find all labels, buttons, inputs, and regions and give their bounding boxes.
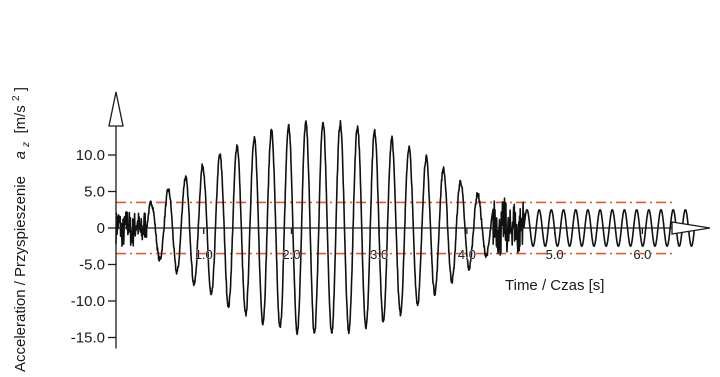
y-axis-title-unit-close: ] — [12, 87, 29, 91]
y-axis-arrow — [108, 91, 124, 127]
y-axis-title-unit-open: [m/s — [12, 105, 29, 138]
x-ticks: 1.0 2.0 3.0 4.0 5.0 6.0 — [194, 228, 652, 262]
x-tick-label: 2.0 — [282, 247, 300, 262]
y-axis-title: Acceleration / Przyspieszenie a z [m/s 2… — [6, 87, 33, 372]
x-axis-arrow — [671, 221, 711, 235]
y-tick-label: -15.0 — [71, 330, 105, 347]
x-tick-label: 3.0 — [370, 247, 388, 262]
y-tick-label: -5.0 — [79, 257, 105, 274]
y-axis-title-gap — [12, 164, 29, 172]
y-tick-label: -10.0 — [71, 293, 105, 310]
x-tick-label: 1.0 — [195, 247, 213, 262]
x-axis-title: Time / Czas [s] — [505, 277, 604, 294]
x-tick-label: 4.0 — [458, 247, 476, 262]
y-tick-label: 10.0 — [76, 147, 105, 164]
x-tick-label: 6.0 — [633, 247, 651, 262]
series-line — [115, 119, 696, 336]
y-tick-label: 5.0 — [84, 184, 105, 201]
y-axis-title-subscript: z — [21, 142, 32, 148]
x-tick-label: 5.0 — [546, 247, 564, 262]
y-axis-title-prefix: Acceleration / Przyspieszenie — [12, 176, 29, 372]
threshold-lines — [116, 201, 672, 255]
y-axis-title-symbol: a — [12, 151, 29, 159]
y-ticks: 10.0 5.0 0 -5.0 -10.0 -15.0 — [71, 147, 116, 347]
y-axis-title-unit-sup: 2 — [11, 95, 22, 101]
y-tick-label: 0 — [97, 220, 105, 237]
